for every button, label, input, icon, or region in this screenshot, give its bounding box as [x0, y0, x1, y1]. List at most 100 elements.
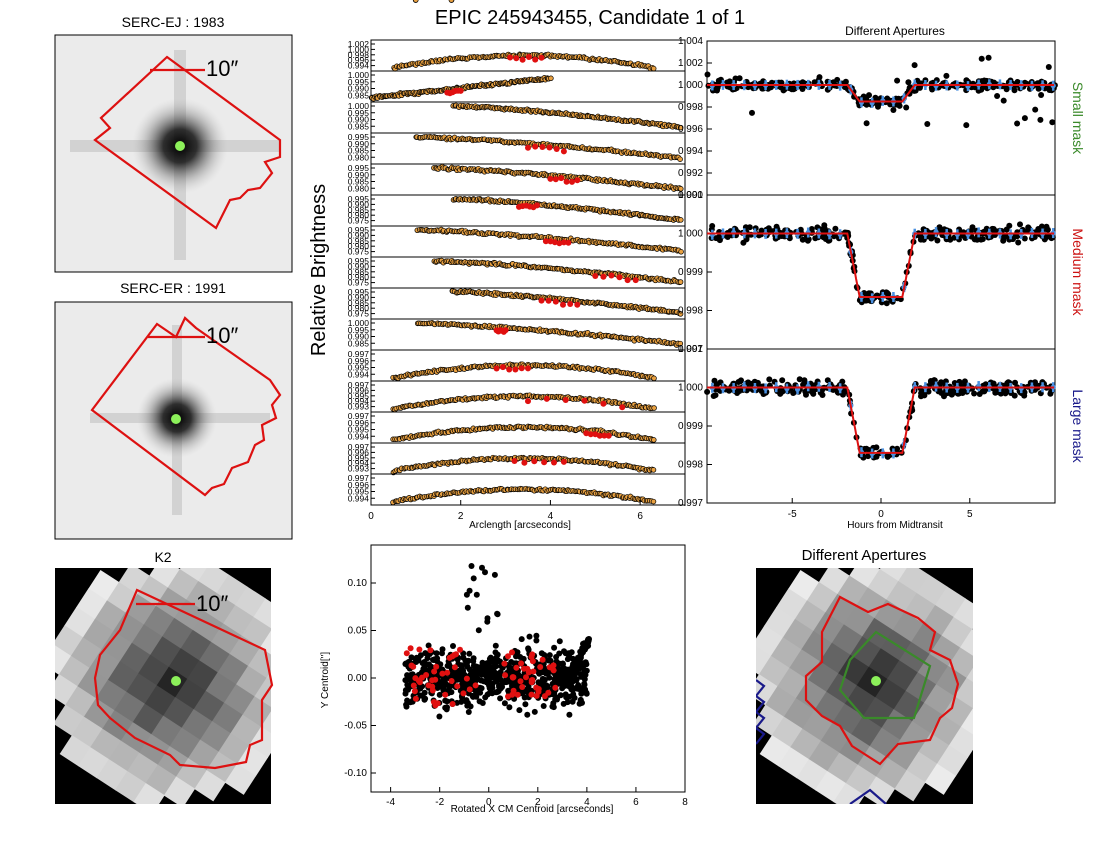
arclength-red-point — [569, 178, 575, 185]
apertures-point — [1037, 116, 1044, 123]
centroid-point — [491, 571, 498, 578]
centroid-point — [533, 637, 540, 644]
centroid-red-point — [460, 690, 467, 697]
arclength-red-point — [560, 239, 567, 246]
k2-scale-label: 10″ — [196, 591, 228, 616]
centroid-point — [475, 627, 482, 634]
centroid-point — [458, 669, 465, 676]
centroid-point — [479, 700, 486, 706]
arclength-panel-frame — [370, 163, 686, 196]
centroid-point — [544, 683, 551, 690]
arclength-xtick-label: 6 — [637, 511, 643, 522]
centroid-point — [578, 673, 585, 680]
arclength-point — [448, 0, 455, 3]
apertures-point — [905, 79, 912, 86]
arclength-red-point — [616, 274, 623, 281]
centroid-red-point — [451, 664, 458, 671]
centroid-ytick-label: 0.05 — [348, 626, 368, 637]
centroid-point — [531, 708, 538, 715]
arclength-xtick-label: 4 — [548, 511, 554, 522]
arclength-red-point — [531, 458, 538, 465]
centroid-chart: Y Centroid[''] Rotated X CM Centroid [ar… — [320, 544, 688, 815]
apertures-point — [821, 222, 828, 229]
arclength-red-point — [546, 144, 553, 151]
arclength-ytick-label: 0.995 — [348, 108, 370, 118]
centroid-point — [579, 688, 586, 694]
arclength-red-point — [551, 459, 557, 466]
centroid-point — [408, 654, 415, 661]
arclength-ytick-label: 0.997 — [348, 411, 370, 421]
arclength-ytick-label: 0.997 — [348, 349, 370, 359]
arclength-ytick-label: 0.995 — [348, 487, 370, 497]
arclength-ytick-label: 0.995 — [348, 425, 370, 435]
apertures-point — [917, 236, 924, 243]
centroid-point — [546, 674, 553, 681]
arclength-ytick-label: 0.995 — [348, 194, 370, 204]
apertures-point — [780, 87, 787, 94]
apertures-ytick-label: 0.998 — [678, 102, 703, 113]
centroid-point — [522, 701, 529, 708]
centroid-xtick-label: 6 — [633, 797, 639, 808]
centroid-point — [479, 564, 485, 571]
k2-pixel-grid — [55, 568, 271, 804]
centroid-point — [485, 667, 492, 674]
centroid-point — [464, 604, 471, 611]
arclength-ytick-label: 0.995 — [348, 77, 370, 87]
arclength-ytick-label: 0.995 — [348, 363, 370, 373]
centroid-point — [546, 652, 553, 659]
apertures-point — [971, 390, 978, 397]
apertures-point — [1015, 239, 1022, 246]
centroid-red-point — [528, 677, 535, 684]
centroid-point — [458, 662, 465, 669]
centroid-point — [493, 654, 500, 661]
centroid-point — [454, 656, 461, 663]
centroid-point — [402, 687, 409, 694]
centroid-red-point — [517, 678, 524, 685]
arclength-red-point — [541, 459, 548, 466]
centroid-red-point — [444, 669, 451, 676]
arclength-red-point — [552, 176, 559, 183]
apertures-point — [911, 62, 918, 69]
centroid-point — [557, 677, 563, 684]
centroid-point — [450, 643, 456, 649]
centroid-frame — [370, 544, 686, 793]
arclength-ytick-label: 0.985 — [348, 236, 370, 246]
apertures-point — [820, 234, 827, 241]
centroid-point — [577, 654, 584, 661]
centroid-point — [559, 660, 566, 667]
apertures-point — [924, 121, 931, 127]
arclength-point — [651, 437, 657, 443]
centroid-xlabel: Rotated X CM Centroid [arcseconds] — [451, 804, 614, 815]
apertures-point — [1017, 221, 1023, 228]
arclength-point — [651, 405, 657, 411]
arclength-red-point — [592, 273, 599, 279]
centroid-point — [456, 674, 463, 680]
k2-pixel — [224, 763, 257, 795]
apertures-point — [1021, 235, 1028, 242]
apertures-point — [936, 387, 943, 394]
centroid-red-point — [545, 689, 552, 696]
centroid-point — [494, 610, 501, 617]
arclength-ytick-label: 1.000 — [348, 44, 370, 54]
centroid-point — [492, 649, 499, 656]
arclength-red-point — [513, 55, 520, 62]
apertures-point — [796, 376, 803, 383]
arclength-red-point — [605, 432, 612, 439]
apertures-point — [788, 86, 795, 93]
apertures-point — [943, 72, 950, 79]
apertures-point — [746, 224, 753, 231]
small-mask-outline — [838, 630, 932, 720]
centroid-point — [403, 703, 410, 710]
apertures-point — [777, 390, 784, 397]
apertures-point — [759, 85, 766, 92]
centroid-point — [568, 683, 575, 690]
centroid-point — [486, 690, 493, 696]
arclength-red-point — [506, 366, 513, 373]
apertures-point — [873, 453, 880, 460]
arclength-ytick-label: 0.985 — [348, 267, 370, 277]
apertures-ytick-label: 1.000 — [678, 383, 703, 394]
apertures-target-marker — [871, 676, 881, 686]
apertures-ytick-label: 0.997 — [678, 498, 703, 509]
apertures-ytick-label: 1.000 — [678, 80, 703, 91]
